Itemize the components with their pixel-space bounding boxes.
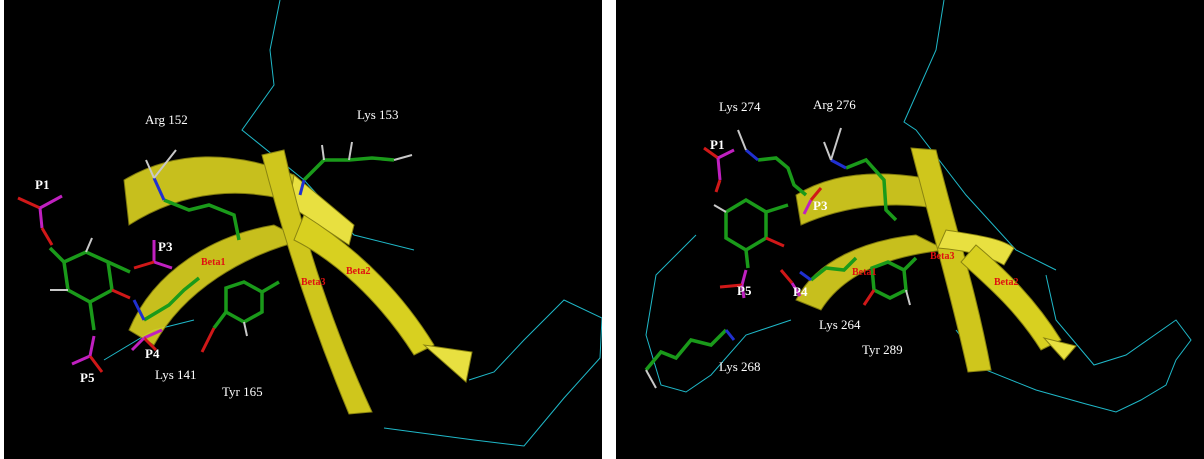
residue-label-lys153: Lys 153 xyxy=(357,107,399,122)
strand-label-beta3: Beta3 xyxy=(930,251,955,262)
backbone-trace xyxy=(383,299,602,447)
phosphate-label-p5: P5 xyxy=(737,283,752,298)
phosphate-group xyxy=(703,146,823,299)
oxygen-bonds xyxy=(765,236,876,306)
phosphate-label-p4: P4 xyxy=(793,284,808,299)
residue-label-lys141: Lys 141 xyxy=(155,367,197,382)
phosphate-label-p1: P1 xyxy=(35,177,50,192)
strand-label-beta2: Beta2 xyxy=(346,266,371,277)
nitrogen-bonds xyxy=(724,148,847,341)
residue-label-tyr289: Tyr 289 xyxy=(862,342,903,357)
residue-label-lys268: Lys 268 xyxy=(719,359,761,374)
backbone-trace xyxy=(645,234,792,393)
left-molecule-render xyxy=(17,0,602,447)
phosphate-group xyxy=(17,194,173,373)
residue-label-lys274: Lys 274 xyxy=(719,99,761,114)
nitrogen-bonds xyxy=(132,177,306,321)
hydrogen-bonds xyxy=(645,127,911,389)
strand-label-beta2: Beta2 xyxy=(994,277,1019,288)
phosphate-label-p1: P1 xyxy=(710,137,725,152)
right-molecule-render xyxy=(644,0,1192,413)
beta-strand-ribbon xyxy=(293,214,435,356)
left-structure-panel: Arg 152 Lys 153 Lys 141 Tyr 165 P1 P3 P4… xyxy=(4,0,602,459)
phosphate-label-p5: P5 xyxy=(80,370,95,385)
residue-label-tyr165: Tyr 165 xyxy=(222,384,263,399)
phosphate-label-p3: P3 xyxy=(813,198,828,213)
oxygen-bonds xyxy=(111,288,216,353)
residue-label-arg152: Arg 152 xyxy=(145,112,188,127)
backbone-trace xyxy=(955,274,1192,413)
beta-strand-ribbon xyxy=(910,147,992,373)
phosphate-label-p3: P3 xyxy=(158,239,173,254)
strand-label-beta1: Beta1 xyxy=(852,267,877,278)
phosphate-label-p4: P4 xyxy=(145,346,160,361)
strand-label-beta3: Beta3 xyxy=(301,277,326,288)
hydrogen-bonds xyxy=(50,141,413,337)
backbone-trace xyxy=(241,0,415,251)
backbone-trace xyxy=(903,0,1057,271)
strand-label-beta1: Beta1 xyxy=(201,257,226,268)
residue-label-arg276: Arg 276 xyxy=(813,97,856,112)
beta-strand-arrowhead xyxy=(1042,337,1077,361)
residue-label-lys264: Lys 264 xyxy=(819,317,861,332)
right-structure-panel: Lys 274 Arg 276 Lys 264 Tyr 289 Lys 268 … xyxy=(616,0,1204,459)
beta-strand-arrowhead xyxy=(422,344,473,383)
carbon-skeleton xyxy=(644,156,918,372)
